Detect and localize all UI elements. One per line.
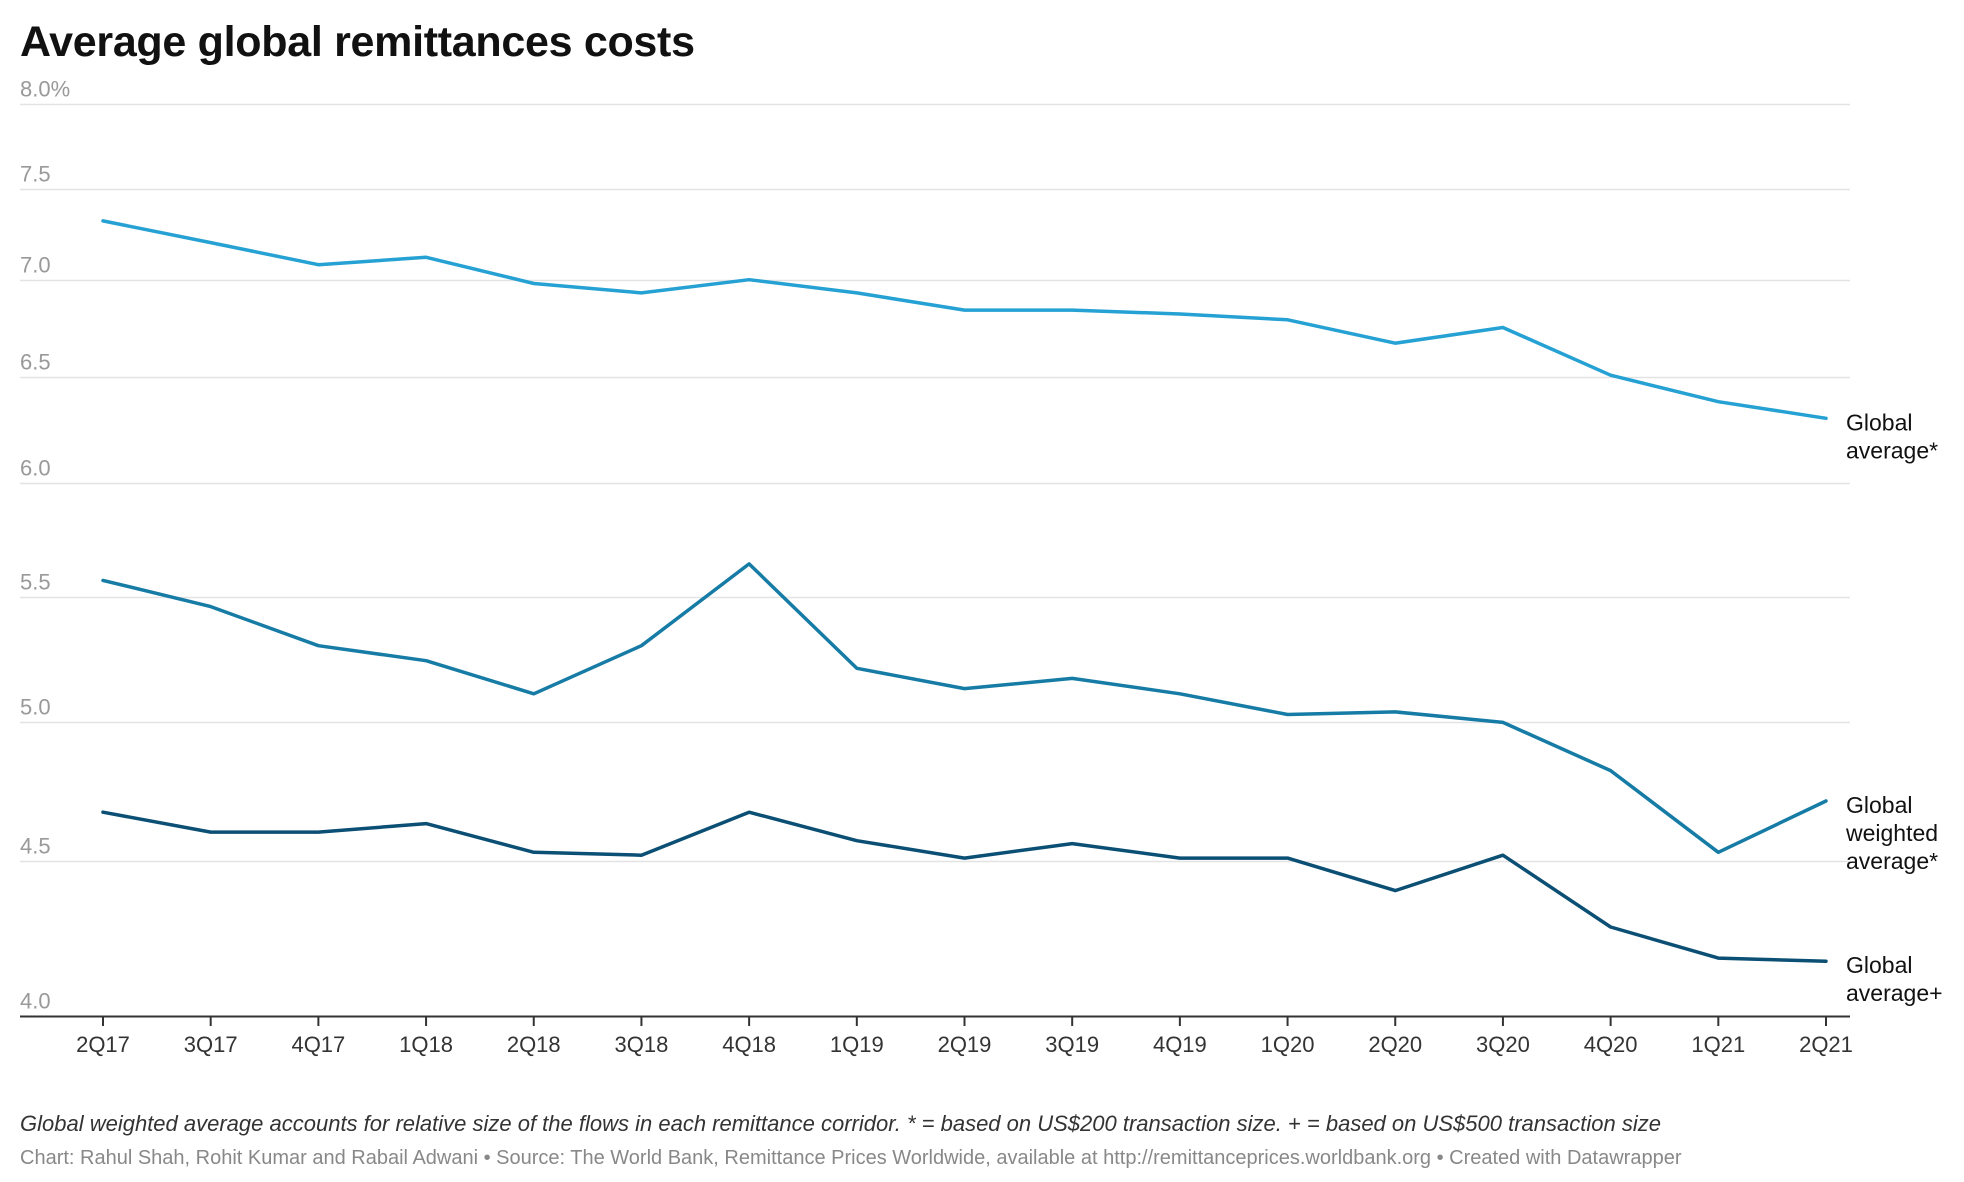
y-tick-label: 6.0 xyxy=(20,456,51,481)
x-tick-label: 2Q20 xyxy=(1368,1032,1422,1057)
x-tick-label: 1Q18 xyxy=(399,1032,453,1057)
x-tick-label: 3Q19 xyxy=(1045,1032,1099,1057)
x-tick-label: 2Q18 xyxy=(507,1032,561,1057)
series-line-1 xyxy=(101,219,1828,421)
series-label-3: Global average+ xyxy=(1846,952,1943,1006)
series-line-3 xyxy=(101,810,1828,963)
x-tick-label: 4Q18 xyxy=(722,1032,776,1057)
series-line-2 xyxy=(101,562,1828,855)
y-tick-label: 5.5 xyxy=(20,570,51,595)
y-tick-label: 4.5 xyxy=(20,834,51,859)
series-label-1: Global average* xyxy=(1846,409,1938,463)
y-tick-label: 5.0 xyxy=(20,695,51,720)
chart-footnote: Global weighted average accounts for rel… xyxy=(20,1111,1661,1136)
series-labels: Global average* Global weighted average* Glob… xyxy=(1845,409,1943,1006)
y-tick-label: 7.5 xyxy=(20,162,51,187)
y-axis: 8.0% 7.5 7.0 6.5 6.0 5.5 5.0 4.5 4.0 xyxy=(20,77,70,1014)
x-tick-label: 2Q21 xyxy=(1799,1032,1853,1057)
x-tick-label: 1Q21 xyxy=(1691,1032,1745,1057)
x-tick-label: 2Q19 xyxy=(938,1032,992,1057)
chart-credits: Chart: Rahul Shah, Rohit Kumar and Rabai… xyxy=(20,1147,1682,1169)
x-tick-label: 3Q18 xyxy=(615,1032,669,1057)
x-tick-label: 4Q19 xyxy=(1153,1032,1207,1057)
chart-title: Average global remittances costs xyxy=(20,18,695,66)
y-tick-label: 4.0 xyxy=(20,989,51,1014)
x-tick-label: 1Q20 xyxy=(1261,1032,1315,1057)
y-tick-label: 8.0% xyxy=(20,77,70,102)
y-tick-label: 6.5 xyxy=(20,350,51,375)
x-tick-label: 4Q17 xyxy=(291,1032,345,1057)
x-axis: 2Q17 3Q17 4Q17 1Q18 2Q18 3Q18 4Q18 1Q19 2Q19 3Q19… xyxy=(20,1015,1853,1057)
x-tick-label: 1Q19 xyxy=(830,1032,884,1057)
y-tick-label: 7.0 xyxy=(20,253,51,278)
x-tick-label: 3Q17 xyxy=(184,1032,238,1057)
series-lines xyxy=(101,219,1828,963)
x-tick-label: 3Q20 xyxy=(1476,1032,1530,1057)
x-tick-label: 2Q17 xyxy=(76,1032,130,1057)
series-label-2: Global weighted average* xyxy=(1845,792,1938,874)
gridlines xyxy=(20,103,1850,863)
x-tick-label: 4Q20 xyxy=(1584,1032,1638,1057)
